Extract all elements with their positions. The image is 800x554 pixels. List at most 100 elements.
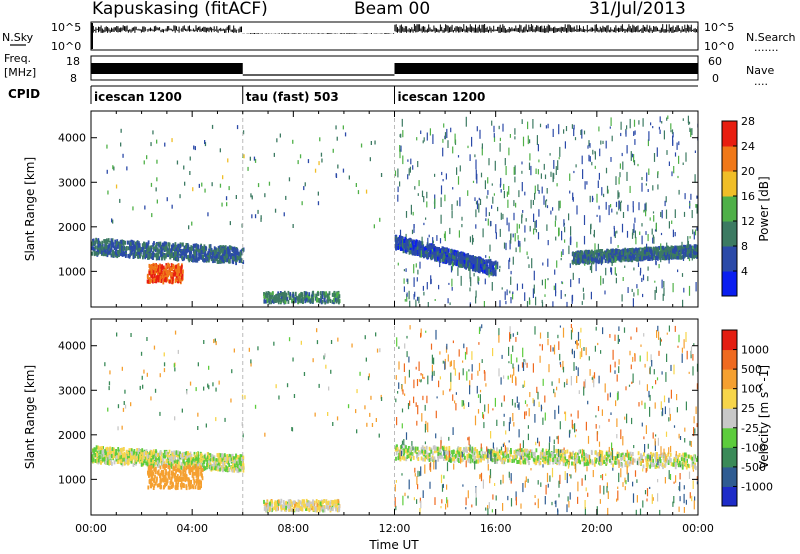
- sparse-cell: [119, 198, 121, 203]
- sparse-cell: [514, 128, 516, 135]
- sparse-cell: [565, 126, 568, 132]
- sparse-cell: [615, 277, 617, 284]
- data-cell: [199, 455, 202, 460]
- data-cell: [183, 248, 186, 253]
- sparse-cell: [317, 191, 319, 196]
- data-cell: [334, 297, 337, 302]
- sparse-cell: [468, 266, 470, 271]
- sparse-cell: [508, 222, 510, 232]
- sparse-cell: [219, 148, 221, 153]
- data-cell: [462, 255, 465, 260]
- sparse-cell: [111, 218, 113, 223]
- sparse-cell: [449, 227, 451, 235]
- sparse-cell: [412, 211, 414, 216]
- sparse-cell: [504, 291, 506, 300]
- data-cell: [217, 454, 220, 459]
- data-cell: [480, 264, 482, 269]
- data-cell: [480, 259, 483, 264]
- data-cell: [230, 465, 233, 470]
- data-cell: [179, 253, 182, 258]
- data-cell: [203, 258, 205, 263]
- data-cell: [661, 249, 663, 253]
- sparse-cell: [436, 235, 438, 241]
- data-cell: [213, 461, 216, 465]
- data-cell: [696, 252, 698, 257]
- sparse-cell: [260, 217, 262, 222]
- data-cell: [622, 252, 625, 257]
- data-cell: [611, 252, 614, 257]
- data-cell: [678, 255, 681, 260]
- cpid-label: CPID: [8, 87, 40, 101]
- data-cell: [457, 255, 460, 259]
- data-cell: [215, 459, 218, 463]
- data-cell: [110, 248, 112, 253]
- data-cell: [201, 457, 204, 462]
- data-cell: [458, 263, 461, 268]
- sparse-cell: [171, 138, 173, 143]
- data-cell: [154, 263, 157, 268]
- data-cell: [202, 254, 205, 259]
- data-cell: [101, 450, 104, 455]
- freq-block-2: [394, 63, 698, 74]
- data-cell: [168, 247, 171, 252]
- data-cell: [639, 256, 642, 261]
- sparse-cell: [630, 151, 632, 161]
- data-cell: [422, 244, 425, 249]
- sparse-cell: [694, 229, 697, 236]
- data-cell: [264, 299, 267, 304]
- data-cell: [94, 251, 97, 256]
- data-cell: [494, 270, 497, 275]
- sparse-cell: [499, 137, 501, 142]
- data-cell: [162, 453, 165, 458]
- data-cell: [297, 298, 300, 303]
- data-cell: [299, 295, 301, 300]
- data-cell: [488, 259, 491, 264]
- data-cell: [320, 296, 322, 301]
- data-cell: [312, 297, 315, 302]
- sparse-cell: [647, 189, 649, 192]
- sparse-cell: [569, 173, 571, 181]
- data-cell: [152, 266, 155, 271]
- power-data: [91, 111, 698, 307]
- sparse-cell: [533, 284, 535, 294]
- data-cell: [211, 463, 213, 468]
- data-cell: [174, 271, 177, 275]
- data-cell: [204, 245, 207, 250]
- data-cell: [318, 298, 320, 303]
- data-cell: [198, 252, 200, 257]
- data-cell: [224, 245, 227, 250]
- sparse-cell: [427, 237, 429, 244]
- data-cell: [158, 456, 160, 461]
- data-cell: [601, 253, 603, 258]
- sparse-cell: [521, 170, 523, 174]
- data-cell: [159, 278, 161, 283]
- sparse-cell: [432, 237, 434, 248]
- sparse-cell: [691, 210, 693, 219]
- data-cell: [295, 295, 298, 300]
- data-cell: [106, 457, 109, 462]
- sparse-cell: [617, 245, 619, 248]
- beam-title: Beam 00: [354, 0, 430, 19]
- data-cell: [461, 259, 464, 264]
- data-cell: [132, 451, 134, 456]
- sparse-cell: [417, 296, 419, 301]
- data-cell: [335, 299, 338, 304]
- sparse-cell: [348, 175, 350, 180]
- data-cell: [471, 256, 473, 261]
- data-cell: [170, 263, 173, 268]
- data-cell: [491, 269, 494, 274]
- sparse-cell: [589, 260, 591, 263]
- sparse-cell: [558, 227, 560, 236]
- data-cell: [236, 251, 238, 256]
- sparse-cell: [614, 267, 616, 275]
- sparse-cell: [620, 121, 622, 130]
- data-cell: [209, 462, 212, 467]
- data-cell: [426, 244, 429, 249]
- sparse-cell: [456, 167, 458, 175]
- sparse-cell: [488, 256, 490, 259]
- data-cell: [406, 247, 409, 252]
- sparse-cell: [491, 183, 493, 186]
- sparse-cell: [500, 177, 502, 186]
- sparse-cell: [569, 263, 571, 268]
- data-cell: [96, 245, 98, 250]
